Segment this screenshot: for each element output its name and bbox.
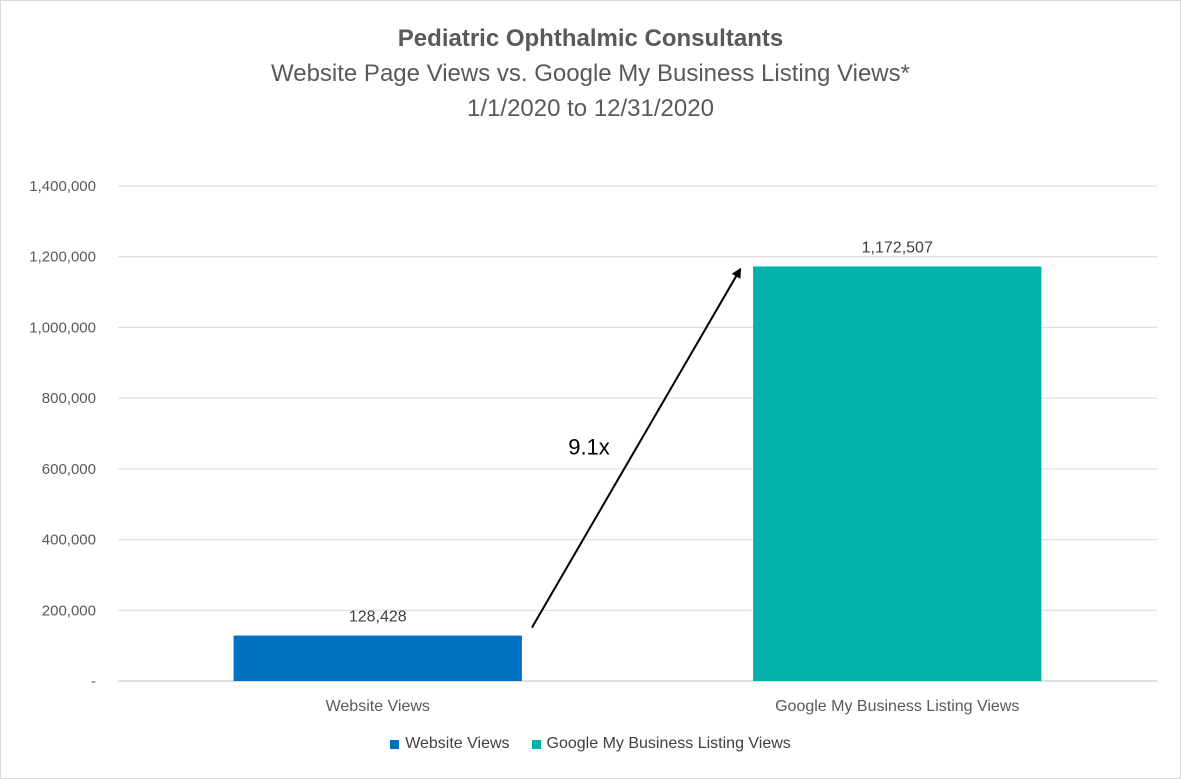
x-tick-label: Website Views [326, 698, 430, 715]
legend-item-website-views: Website Views [390, 735, 510, 753]
chart-subtitle-line-1: Website Page Views vs. Google My Busines… [271, 60, 910, 87]
y-tick-label: 1,400,000 [29, 178, 96, 195]
y-tick-label: - [91, 673, 96, 690]
chart-title-block: Pediatric Ophthalmic Consultants Website… [0, 22, 1181, 126]
data-label: 1,172,507 [862, 239, 933, 256]
chart-subtitle-line-2: 1/1/2020 to 12/31/2020 [467, 95, 714, 122]
chart-title: Pediatric Ophthalmic Consultants [397, 25, 784, 52]
y-tick-label: 1,200,000 [29, 249, 96, 266]
y-tick-label: 200,000 [42, 602, 96, 619]
legend-swatch-gmb-views [531, 739, 541, 749]
chart-legend: Website Views Google My Business Listing… [0, 735, 1181, 753]
y-tick-label: 400,000 [42, 532, 96, 549]
bar-website-views [233, 635, 522, 681]
bar-gmb-listing-views [753, 266, 1042, 681]
y-tick-label: 1,000,000 [29, 319, 96, 336]
multiplier-label: 9.1x [568, 435, 610, 460]
y-tick-label: 600,000 [42, 461, 96, 478]
data-label: 128,428 [349, 609, 407, 626]
legend-label-website-views: Website Views [405, 735, 510, 752]
y-tick-label: 800,000 [42, 390, 96, 407]
legend-item-gmb-views: Google My Business Listing Views [531, 735, 791, 753]
x-tick-label: Google My Business Listing Views [775, 698, 1019, 715]
multiplier-arrow [531, 267, 742, 629]
legend-swatch-website-views [390, 739, 400, 749]
legend-label-gmb-views: Google My Business Listing Views [546, 735, 791, 752]
